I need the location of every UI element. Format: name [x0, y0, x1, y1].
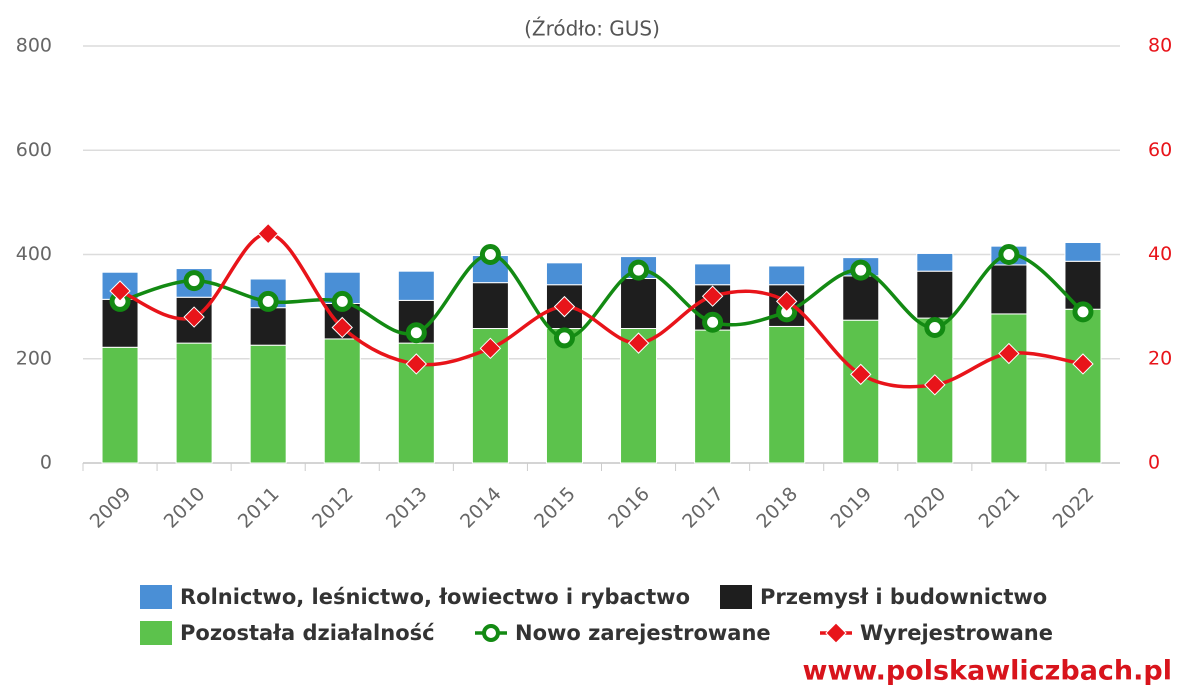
- x-tick-label: 2019: [826, 483, 876, 533]
- x-tick-label: 2016: [604, 483, 654, 533]
- bar-segment: [694, 263, 732, 286]
- line-marker: [257, 222, 279, 245]
- bar-segment: [916, 252, 954, 272]
- bar-segment: [768, 325, 806, 464]
- legend-label: Przemysł i budownictwo: [760, 585, 1047, 609]
- y-tick-label: 600: [16, 139, 52, 161]
- line-marker: [701, 285, 724, 307]
- line-marker: [553, 295, 576, 318]
- line-marker: [1072, 301, 1094, 323]
- line-marker: [850, 363, 872, 386]
- y2-tick-label: 40: [1148, 243, 1172, 265]
- line-marker: [405, 353, 428, 375]
- bar-segment: [249, 307, 287, 346]
- legend-swatch: [720, 585, 752, 609]
- legend-label: Wyrejestrowane: [860, 621, 1053, 645]
- bar-segment: [990, 264, 1028, 315]
- bar-segment: [842, 275, 880, 321]
- line-marker: [998, 342, 1020, 365]
- x-tick-label: 2018: [752, 483, 802, 533]
- y2-tick-label: 60: [1148, 139, 1172, 161]
- line-marker: [331, 316, 353, 339]
- line-marker: [998, 244, 1020, 265]
- y-tick-label: 0: [40, 452, 52, 474]
- x-tick-label: 2020: [900, 483, 950, 533]
- x-tick-label: 2011: [234, 483, 284, 533]
- bar-segment: [397, 270, 435, 301]
- line-marker: [924, 316, 946, 338]
- legend-swatch: [140, 621, 172, 645]
- bar-segment: [620, 277, 658, 330]
- bar-segment: [1064, 242, 1102, 262]
- line-marker: [627, 332, 650, 354]
- legend-swatch: [140, 585, 172, 609]
- x-tick-label: 2014: [456, 483, 506, 533]
- line-marker: [702, 311, 724, 333]
- line-marker: [109, 280, 131, 302]
- y2-tick-label: 20: [1148, 347, 1172, 369]
- y-tick-label: 400: [16, 243, 52, 265]
- bar-segment: [471, 282, 509, 330]
- legend-label: Rolnictwo, leśnictwo, łowiectwo i rybact…: [180, 585, 690, 609]
- line-marker: [405, 322, 427, 344]
- line-marker: [479, 244, 501, 265]
- legend-marker: [825, 622, 847, 644]
- y2-tick-label: 80: [1148, 35, 1172, 57]
- x-tick-label: 2017: [678, 483, 728, 533]
- bar-segment: [323, 338, 361, 464]
- line-marker: [479, 337, 502, 360]
- line-marker: [775, 290, 798, 313]
- y-tick-label: 800: [16, 35, 52, 57]
- y-tick-label: 200: [16, 347, 52, 369]
- bar-segment: [101, 346, 139, 464]
- line-marker: [850, 259, 872, 281]
- bar-segment: [1064, 308, 1102, 464]
- bar-segment: [694, 329, 732, 464]
- x-tick-label: 2010: [160, 483, 210, 533]
- bar-segment: [545, 328, 583, 464]
- line-marker: [628, 259, 650, 281]
- bar-segment: [545, 262, 583, 286]
- line-marker: [924, 374, 946, 396]
- chart-subtitle: (Źródło: GUS): [524, 17, 660, 41]
- x-tick-label: 2022: [1049, 483, 1099, 533]
- x-tick-label: 2013: [382, 483, 432, 533]
- x-tick-label: 2021: [975, 483, 1025, 533]
- bar-segment: [842, 319, 880, 464]
- bar-segment: [768, 265, 806, 286]
- bar-segment: [175, 342, 213, 464]
- x-tick-label: 2015: [530, 483, 580, 533]
- line-marker: [257, 290, 279, 312]
- bar-segment: [990, 313, 1028, 464]
- x-tick-label: 2009: [86, 483, 136, 533]
- line-marker: [183, 306, 205, 328]
- bar-segment: [249, 344, 287, 464]
- y2-tick-label: 0: [1148, 452, 1160, 474]
- line-marker: [1072, 353, 1094, 375]
- x-tick-label: 2012: [308, 483, 358, 533]
- legend-label: Pozostała działalność: [180, 621, 435, 645]
- legend-label: Nowo zarejestrowane: [515, 621, 771, 645]
- bar-segment: [916, 270, 954, 319]
- watermark: www.polskawliczbach.pl: [802, 656, 1172, 686]
- line-marker: [553, 327, 575, 349]
- line-marker: [183, 270, 205, 292]
- legend-marker: [482, 624, 500, 642]
- line-marker: [331, 290, 353, 312]
